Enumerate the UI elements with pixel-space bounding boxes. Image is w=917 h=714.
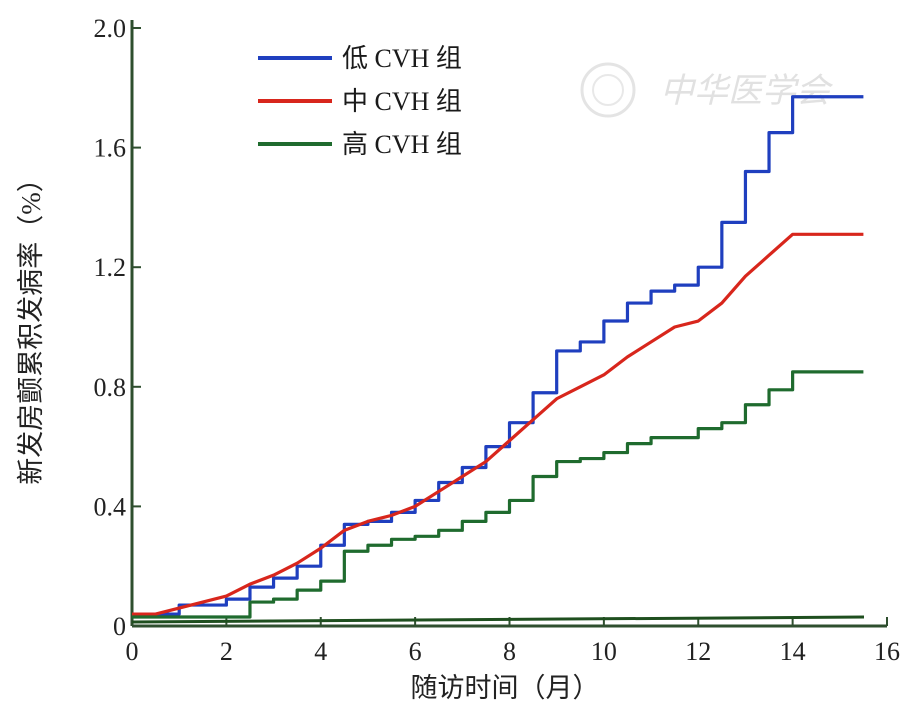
y-tick-label: 0.8 [94, 373, 127, 402]
y-tick-label: 0.4 [94, 492, 127, 521]
x-tick-label: 8 [503, 637, 516, 666]
legend-label-2: 中 CVH 组 [342, 87, 462, 116]
y-axis-title: 新发房颤累积发病率（%） [16, 165, 46, 485]
x-tick-label: 2 [220, 637, 233, 666]
x-tick-label: 14 [780, 637, 806, 666]
series-lines [132, 95, 864, 619]
series-line-2 [132, 232, 864, 616]
legend-label-3: 高 CVH 组 [342, 130, 462, 159]
legend-label-1: 低 CVH 组 [342, 44, 462, 73]
baseline-zero-line [131, 615, 865, 624]
y-axis-ticks: 0 0.4 0.8 1.2 1.6 2.0 [94, 14, 141, 641]
x-tick-label: 12 [685, 637, 711, 666]
x-axis-ticks: 0 2 4 6 8 10 12 14 16 [126, 617, 900, 666]
watermark-logo: 中华医学会 [580, 62, 834, 118]
x-tick-label: 6 [409, 637, 422, 666]
x-axis-title: 随访时间（月） [411, 673, 600, 703]
y-tick-label: 1.2 [94, 253, 127, 282]
legend: 低 CVH 组中 CVH 组高 CVH 组 [258, 44, 462, 159]
x-tick-label: 10 [591, 637, 617, 666]
x-tick-label: 4 [314, 637, 327, 666]
series-line-1 [132, 95, 864, 616]
x-tick-label: 16 [874, 637, 900, 666]
y-tick-label: 2.0 [94, 14, 127, 43]
y-tick-label: 1.6 [94, 134, 127, 163]
x-tick-label: 0 [126, 637, 139, 666]
series-line-3 [132, 370, 864, 619]
y-tick-label: 0 [113, 612, 126, 641]
svg-text:中华医学会: 中华医学会 [660, 73, 834, 110]
